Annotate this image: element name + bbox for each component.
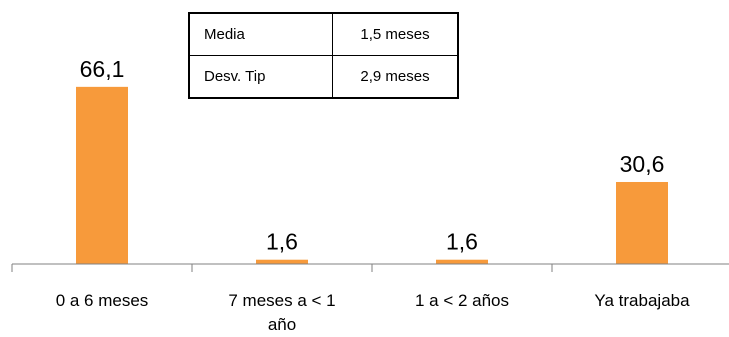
bar <box>436 259 488 264</box>
category-label: Ya trabajaba <box>594 291 690 310</box>
category-labels-group: 0 a 6 meses 7 meses a < 1 año 1 a < 2 años Y… <box>56 291 690 334</box>
category-label-line: 0 a 6 meses <box>56 291 149 310</box>
data-label: 1,6 <box>446 229 478 255</box>
summary-stats-table: Media 1,5 meses Desv. Tip 2,9 meses <box>188 12 459 99</box>
bars-group <box>76 86 668 265</box>
category-label-line: 1 a < 2 años <box>415 291 509 310</box>
category-label-line: 7 meses a < 1 <box>228 291 335 310</box>
stats-row-mean: Media 1,5 meses <box>188 12 459 56</box>
stats-value-stddev: 2,9 meses <box>332 55 459 99</box>
stats-label-stddev: Desv. Tip <box>188 55 333 99</box>
data-label: 66,1 <box>80 56 125 82</box>
stats-value-mean: 1,5 meses <box>332 12 459 56</box>
bar <box>76 86 128 265</box>
data-label: 1,6 <box>266 229 298 255</box>
data-label: 30,6 <box>620 151 665 177</box>
stats-row-stddev: Desv. Tip 2,9 meses <box>188 55 459 99</box>
category-label: 7 meses a < 1 año <box>228 291 335 334</box>
category-label-line: año <box>268 315 296 334</box>
category-label: 0 a 6 meses <box>56 291 149 310</box>
bar <box>616 181 668 264</box>
stats-label-mean: Media <box>188 12 333 56</box>
x-axis <box>11 263 729 272</box>
value-labels-group: 66,1 1,6 1,6 30,6 <box>80 56 665 255</box>
bar <box>256 259 308 264</box>
category-label: 1 a < 2 años <box>415 291 509 310</box>
category-label-line: Ya trabajaba <box>594 291 690 310</box>
